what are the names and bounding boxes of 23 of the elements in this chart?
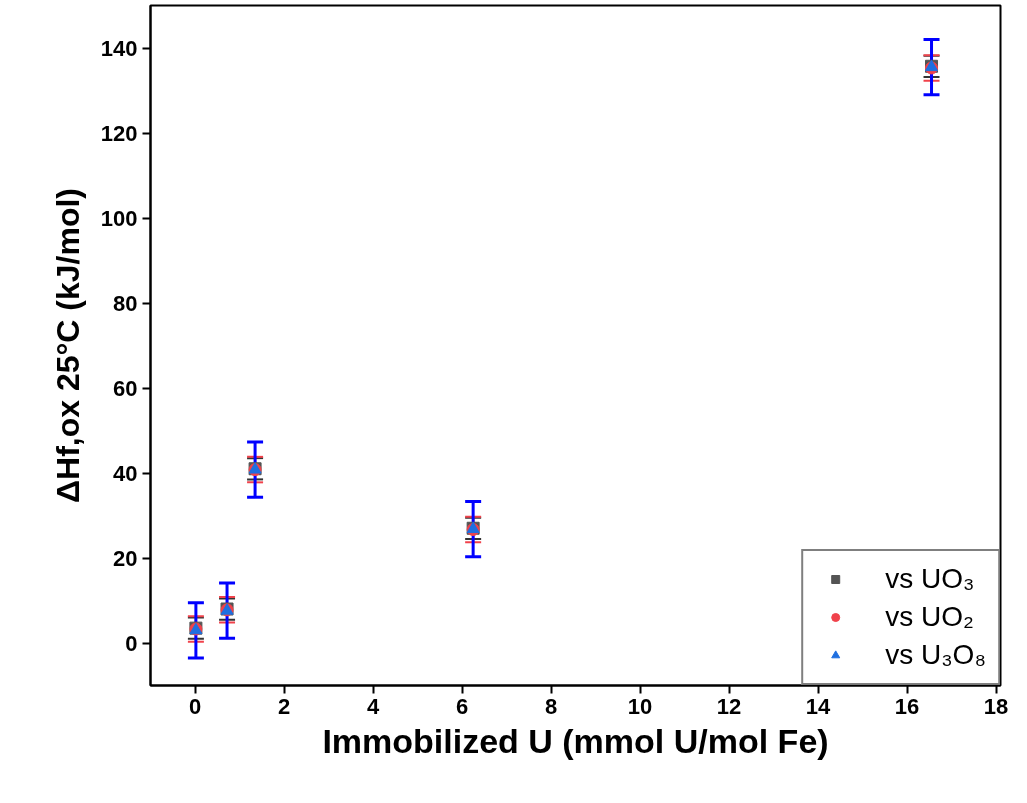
y-tick-label: 60 [113,375,138,401]
y-tick-label: 100 [100,205,138,231]
x-axis-title: Immobilized U (mmol U/mol Fe) [322,721,829,760]
y-tick-label: 120 [100,120,138,146]
x-tick-label: 0 [188,693,202,719]
y-tick-label: 0 [125,630,138,656]
legend-label: vs U₃O₈ [885,639,986,671]
x-tick-label: 2 [277,693,291,719]
x-tick-label: 10 [627,693,653,719]
x-tick-label: 4 [366,693,380,719]
legend-label: vs UO₂ [885,601,974,633]
x-tick-label: 6 [455,693,469,719]
legend-label: vs UO₃ [885,563,975,595]
y-tick-label: 140 [100,35,138,61]
y-axis-title: ΔHf,ox 25°C (kJ/mol) [49,188,86,503]
x-tick-label: 16 [894,693,920,719]
x-tick-label: 14 [805,693,832,719]
x-tick-label: 18 [983,693,1009,719]
y-tick-label: 20 [113,545,138,571]
y-tick-label: 40 [113,460,138,486]
x-tick-label: 12 [716,693,742,719]
x-tick-label: 8 [544,693,558,719]
y-tick-label: 80 [113,290,138,316]
